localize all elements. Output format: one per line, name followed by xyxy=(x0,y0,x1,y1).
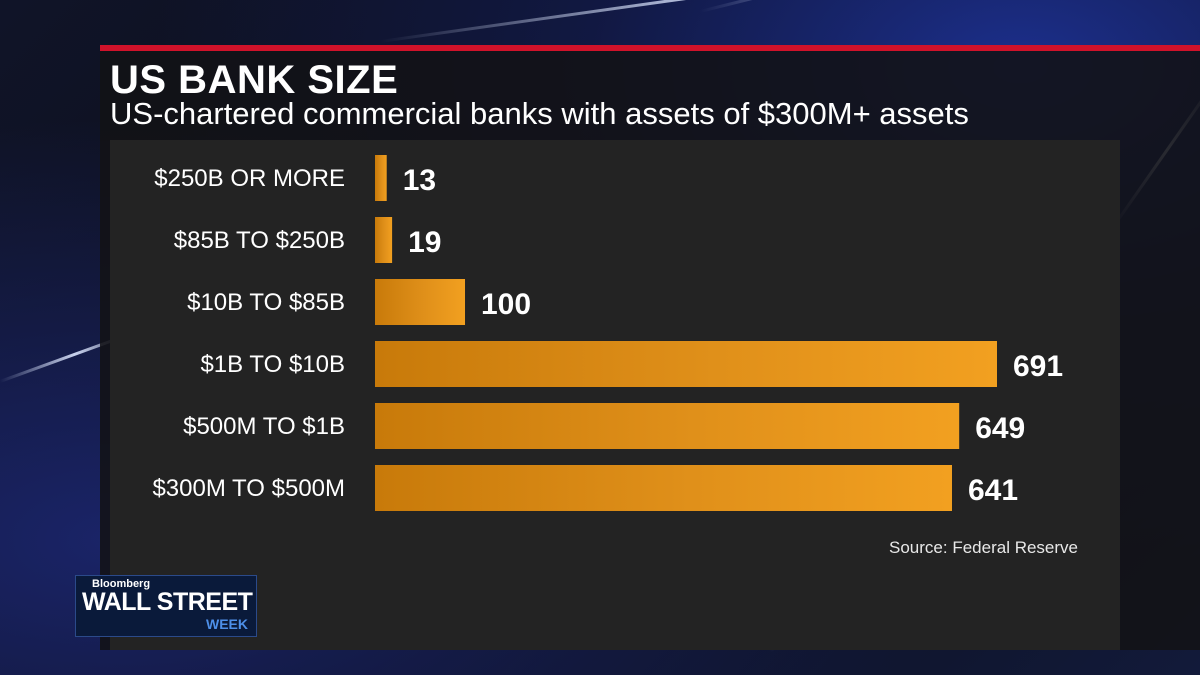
bar-chart: $250B OR MORE 13 $85B TO $250B 19 $10B TO $8… xyxy=(152,155,1063,511)
bars-group: $250B OR MORE 13 $85B TO $250B 19 $10B TO $8… xyxy=(152,155,1063,511)
show-logo: Bloomberg WALL STREET WEEK xyxy=(75,575,257,637)
value-label: 649 xyxy=(975,412,1025,445)
value-label: 641 xyxy=(968,474,1018,507)
accent-red-bar xyxy=(100,45,1200,51)
bar xyxy=(375,465,952,511)
category-label: $1B TO $10B xyxy=(200,351,345,378)
bar xyxy=(375,341,997,387)
category-label: $250B OR MORE xyxy=(154,165,345,192)
chart-subtitle: US-chartered commercial banks with asset… xyxy=(110,96,969,131)
bar xyxy=(375,279,466,325)
logo-title: WALL STREET xyxy=(82,588,253,616)
value-label: 691 xyxy=(1013,350,1063,383)
logo-subtitle: WEEK xyxy=(206,616,248,632)
bar xyxy=(375,217,393,263)
light-streak xyxy=(699,0,1186,13)
bar xyxy=(375,155,387,201)
light-streak xyxy=(379,0,1074,43)
chart-area: $250B OR MORE 13 $85B TO $250B 19 $10B TO $8… xyxy=(110,140,1120,650)
category-label: $300M TO $500M xyxy=(152,475,345,502)
source-note: Source: Federal Reserve xyxy=(889,538,1078,557)
bar xyxy=(375,403,960,449)
value-label: 13 xyxy=(403,164,436,197)
value-label: 19 xyxy=(408,226,441,259)
chart-title: US BANK SIZE xyxy=(110,58,399,102)
logo-brand: Bloomberg xyxy=(92,578,151,590)
category-label: $85B TO $250B xyxy=(174,227,345,254)
value-label: 100 xyxy=(481,288,531,321)
category-label: $500M TO $1B xyxy=(183,413,345,440)
category-label: $10B TO $85B xyxy=(187,289,345,316)
